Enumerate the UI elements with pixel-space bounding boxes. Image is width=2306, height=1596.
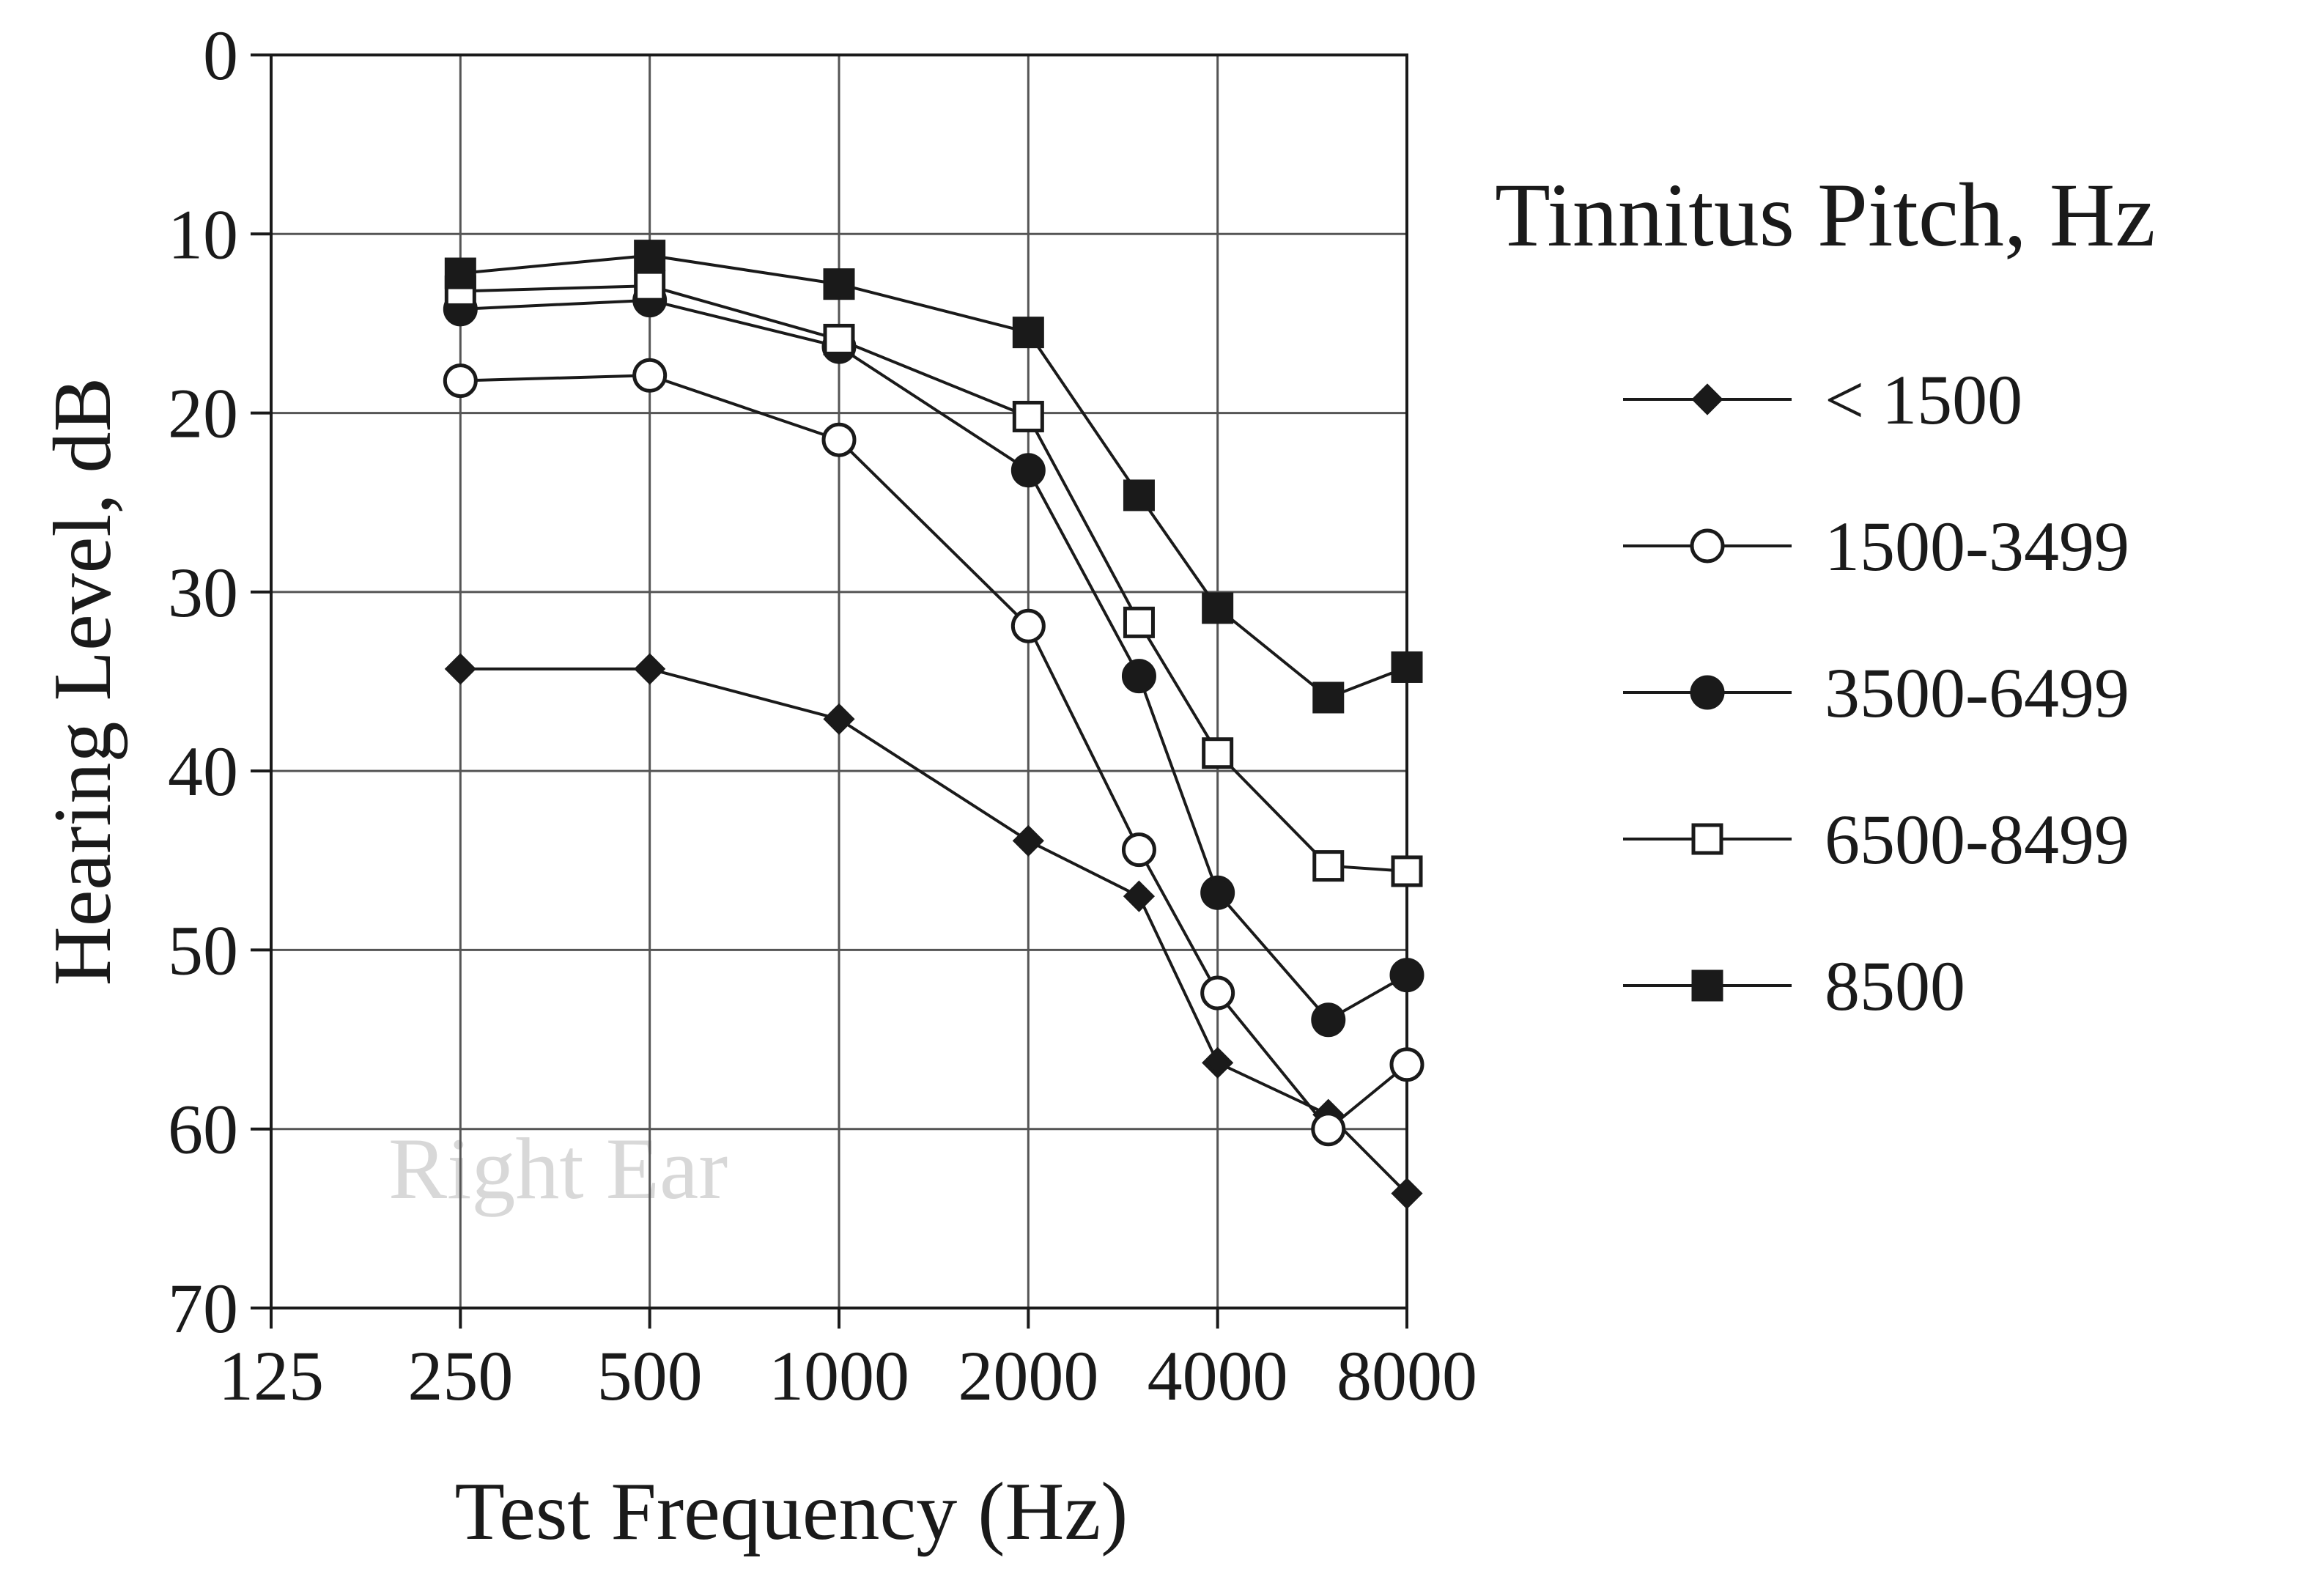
y-axis: 0 10 20 30 40 50 60 70 bbox=[168, 16, 271, 1348]
data-point bbox=[1389, 958, 1424, 993]
data-point bbox=[823, 268, 855, 300]
data-point bbox=[1200, 875, 1235, 910]
series-line bbox=[460, 374, 1408, 1131]
data-point bbox=[1311, 1002, 1346, 1038]
y-tick-label: 0 bbox=[203, 16, 238, 95]
data-point bbox=[1123, 606, 1155, 638]
y-axis-title: Hearing Level, dB bbox=[37, 377, 128, 986]
x-tick-label: 4000 bbox=[1148, 1337, 1288, 1415]
data-point bbox=[1202, 592, 1234, 624]
series-layer bbox=[443, 240, 1424, 1210]
data-point bbox=[1010, 453, 1046, 488]
data-point bbox=[1121, 832, 1156, 868]
x-axis: 125 250 500 1000 2000 4000 8000 bbox=[218, 1308, 1477, 1415]
series-4 bbox=[444, 240, 1423, 714]
data-point bbox=[823, 703, 855, 735]
y-tick-label: 20 bbox=[168, 374, 238, 453]
data-point bbox=[444, 257, 476, 289]
x-tick-label: 8000 bbox=[1337, 1337, 1477, 1415]
data-point bbox=[1391, 855, 1423, 887]
legend-item: 1500-3499 bbox=[1623, 507, 2129, 585]
legend-item: < 1500 bbox=[1623, 361, 2022, 439]
data-point bbox=[1012, 824, 1044, 857]
data-point bbox=[1202, 1046, 1234, 1079]
series-line bbox=[460, 298, 1408, 1022]
legend-item: 6500-8499 bbox=[1623, 800, 2129, 879]
x-tick-label: 2000 bbox=[958, 1337, 1098, 1415]
legend-marker bbox=[1690, 675, 1725, 710]
data-point bbox=[1389, 1047, 1424, 1082]
data-point bbox=[1391, 651, 1423, 683]
data-point bbox=[443, 363, 478, 399]
legend-label: 1500-3499 bbox=[1825, 507, 2129, 585]
data-point bbox=[634, 270, 666, 302]
series-line bbox=[460, 667, 1408, 1195]
data-point bbox=[444, 653, 476, 685]
y-tick-label: 40 bbox=[168, 732, 238, 810]
y-tick-label: 60 bbox=[168, 1090, 238, 1169]
data-point bbox=[1123, 880, 1156, 912]
series-1 bbox=[443, 358, 1424, 1147]
data-point bbox=[1012, 400, 1044, 432]
data-point bbox=[1200, 975, 1235, 1011]
series-line bbox=[460, 284, 1408, 873]
legend-label: < 1500 bbox=[1825, 361, 2022, 439]
legend-marker bbox=[1691, 823, 1723, 855]
series-2 bbox=[443, 283, 1424, 1038]
legend-item: 3500-6499 bbox=[1623, 654, 2129, 732]
series-line bbox=[460, 254, 1408, 700]
data-point bbox=[1121, 659, 1156, 694]
data-point bbox=[821, 422, 857, 457]
data-point bbox=[1391, 1178, 1423, 1210]
legend-marker bbox=[1691, 969, 1723, 1002]
watermark-label: Right Ear bbox=[388, 1120, 728, 1217]
x-axis-title: Test Frequency (Hz) bbox=[455, 1466, 1128, 1557]
legend-title: Tinnitus Pitch, Hz bbox=[1495, 165, 2155, 265]
legend-item: 8500 bbox=[1623, 947, 1965, 1025]
legend-label: 3500-6499 bbox=[1825, 654, 2129, 732]
legend-label: 6500-8499 bbox=[1825, 800, 2129, 879]
legend: < 1500 1500-3499 3500-6499 6500-8499 8500 bbox=[1623, 361, 2129, 1025]
data-point bbox=[1312, 850, 1345, 882]
data-point bbox=[1123, 479, 1155, 511]
y-tick-label: 10 bbox=[168, 195, 238, 273]
x-tick-label: 250 bbox=[407, 1337, 513, 1415]
series-3 bbox=[444, 270, 1423, 887]
data-point bbox=[823, 323, 855, 355]
data-point bbox=[1311, 1112, 1346, 1147]
data-point bbox=[634, 653, 666, 685]
legend-label: 8500 bbox=[1825, 947, 1965, 1025]
legend-marker bbox=[1690, 528, 1725, 564]
data-point bbox=[1012, 317, 1044, 349]
x-tick-label: 1000 bbox=[769, 1337, 909, 1415]
data-point bbox=[1010, 608, 1046, 643]
data-point bbox=[1312, 681, 1345, 714]
data-point bbox=[634, 240, 666, 272]
data-point bbox=[1202, 737, 1234, 769]
y-tick-label: 30 bbox=[168, 553, 238, 632]
data-point bbox=[632, 358, 668, 393]
y-tick-label: 70 bbox=[168, 1269, 238, 1348]
legend-marker bbox=[1691, 383, 1723, 415]
x-tick-label: 500 bbox=[597, 1337, 703, 1415]
y-tick-label: 50 bbox=[168, 911, 238, 989]
x-tick-label: 125 bbox=[218, 1337, 324, 1415]
